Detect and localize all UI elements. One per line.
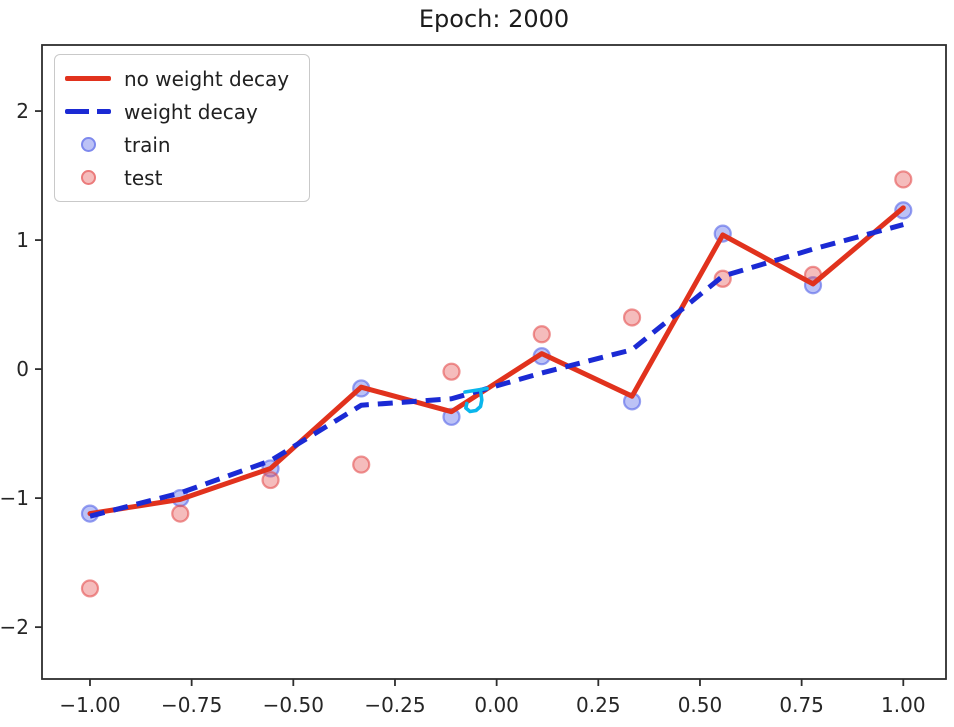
test-point [622, 308, 642, 327]
test-point [713, 269, 732, 288]
legend-item-train: train [65, 128, 289, 161]
legend-item-test: test [65, 161, 289, 194]
weight-decay-dashed-swatch [65, 109, 111, 114]
x-tick-label: −1.00 [59, 693, 120, 717]
legend-label-no-weight-decay: no weight decay [124, 66, 290, 91]
legend-item-weight-decay: weight decay [65, 95, 289, 128]
cyan-scribble [463, 386, 489, 394]
train-marker-swatch [80, 137, 96, 152]
axes-frame [41, 44, 947, 680]
legend-swatch-box [65, 109, 111, 114]
chart-title: Epoch: 2000 [418, 5, 570, 33]
y-tick-label: −1 [0, 486, 29, 510]
test-point [352, 455, 371, 474]
x-tick-label: 0.50 [678, 693, 723, 717]
test-point [894, 170, 913, 189]
y-tick-label: −2 [0, 615, 29, 639]
legend-swatch-box [65, 76, 111, 81]
x-tick-label: 1.00 [881, 693, 926, 717]
x-tick-label: 0.25 [576, 693, 621, 717]
legend-label-train: train [124, 132, 171, 157]
test-marker-swatch [80, 170, 96, 185]
legend-swatch-box [65, 170, 111, 185]
x-tick-label: 0.75 [779, 693, 824, 717]
x-tick-label: −0.25 [364, 693, 425, 717]
x-tick-label: −0.50 [263, 693, 324, 717]
legend-item-no-weight-decay: no weight decay [65, 62, 289, 95]
legend-label-test: test [124, 165, 163, 190]
test-point [171, 504, 190, 523]
x-tick-label: 0.00 [474, 693, 519, 717]
legend-swatch-box [65, 137, 111, 152]
cyan-scribble [463, 388, 484, 414]
legend-label-weight-decay: weight decay [124, 99, 258, 124]
y-tick-label: 0 [16, 357, 29, 381]
no-weight-decay-line [87, 205, 906, 517]
test-point [261, 470, 280, 490]
legend: no weight decay weight decay train test [54, 54, 311, 202]
x-tick-label: −0.75 [161, 693, 222, 717]
no-weight-decay-line-swatch [65, 76, 111, 81]
test-point [442, 362, 461, 381]
y-tick-label: 2 [16, 99, 29, 123]
y-tick-label: 1 [16, 228, 29, 252]
test-point [80, 579, 100, 598]
test-point [532, 325, 551, 344]
weight-decay-line [89, 222, 904, 519]
